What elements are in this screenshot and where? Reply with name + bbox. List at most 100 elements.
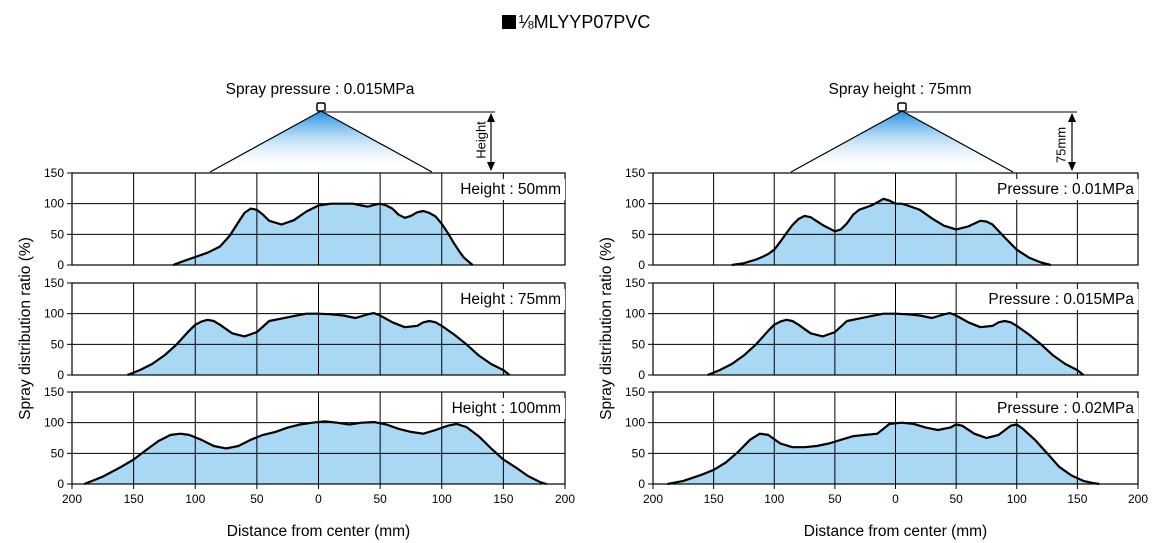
diagram-height-label: Height (473, 121, 488, 159)
spray-cone-edge-right (320, 110, 433, 173)
nozzle-icon (316, 102, 326, 112)
diagram-header: Spray height : 75mm (828, 81, 971, 98)
arrow-up-icon (1068, 113, 1076, 122)
panel-1: 0 50 100 150 Pressure : 0.01MPa (625, 166, 1139, 272)
y-tick-label: 100 (625, 416, 645, 430)
panel-frame (652, 282, 1139, 376)
x-tick-label: 200 (555, 492, 575, 506)
panel-label: Pressure : 0.02MPa (997, 400, 1134, 417)
arrow-down-icon (1068, 162, 1076, 171)
x-tick-label: 100 (185, 492, 205, 506)
x-tick-label: 100 (764, 492, 784, 506)
distribution-curve (707, 312, 1085, 377)
y-tick-label: 150 (625, 385, 645, 399)
panel-2: 0 50 100 150 Pressure : 0.015MPa (625, 276, 1139, 382)
panel-label-background (456, 289, 565, 310)
chart-group-1: Spray pressure : 0.015MPa Height 0 50 100 150… (17, 81, 575, 540)
y-tick-label: 100 (625, 307, 645, 321)
y-tick-label: 150 (44, 385, 64, 399)
x-tick-label: 200 (62, 492, 82, 506)
y-tick-label: 100 (44, 416, 64, 430)
panel-2: 0 50 100 150 Height : 75mm (44, 276, 566, 382)
spray-cone-edge-right (901, 110, 1014, 173)
panel-label-background (993, 179, 1139, 200)
x-tick-label: 150 (704, 492, 724, 506)
y-tick-label: 150 (44, 166, 64, 180)
x-tick-label: 0 (315, 492, 322, 506)
y-tick-label: 50 (632, 337, 646, 351)
y-tick-label: 50 (51, 227, 65, 241)
panel-label-background (984, 289, 1139, 310)
panel-label-background (456, 179, 565, 200)
panel-frame (652, 172, 1139, 266)
panel-frame (71, 282, 566, 376)
y-tick-label: 0 (57, 258, 64, 272)
x-tick-label: 50 (250, 492, 264, 506)
distribution-curve (172, 202, 474, 267)
y-tick-label: 150 (44, 276, 64, 290)
y-axis-label: Spray distribution ratio (%) (598, 237, 615, 420)
y-axis-label: Spray distribution ratio (%) (17, 237, 34, 420)
distribution-curve (127, 312, 511, 377)
diagram-height-label: 75mm (1053, 127, 1068, 163)
y-tick-label: 50 (632, 446, 646, 460)
x-tick-label: 50 (828, 492, 842, 506)
x-tick-label: 150 (1067, 492, 1087, 506)
panel-label: Pressure : 0.01MPa (997, 181, 1134, 198)
spray-cone-diagram: 75mm (790, 102, 1077, 173)
y-tick-label: 150 (625, 276, 645, 290)
panel-3: 0 50 100 150 Height : 100mm (44, 385, 566, 491)
x-tick-label: 100 (1007, 492, 1027, 506)
x-tick-label: 150 (124, 492, 144, 506)
y-tick-label: 0 (638, 368, 645, 382)
panel-label: Height : 100mm (452, 400, 561, 417)
title-text: ⅛MLYYP07PVC (518, 12, 651, 32)
nozzle-icon (897, 102, 907, 112)
spray-cone-edge-left (209, 110, 322, 173)
spray-cone-diagram: Height (209, 102, 495, 173)
panel-3: 0 50 100 150 Pressure : 0.02MPa (625, 385, 1139, 491)
spray-cone-edge-left (790, 110, 903, 173)
y-tick-label: 100 (44, 197, 64, 211)
title-square-icon (501, 15, 516, 29)
distribution-area (84, 421, 547, 484)
x-tick-label: 150 (493, 492, 513, 506)
y-tick-label: 50 (632, 227, 646, 241)
y-tick-label: 100 (44, 307, 64, 321)
arrow-down-icon (487, 162, 495, 171)
x-axis-label: Distance from center (mm) (804, 523, 987, 540)
spray-cone-fill (210, 111, 432, 172)
y-tick-label: 50 (51, 337, 65, 351)
x-tick-label: 200 (643, 492, 663, 506)
y-tick-label: 0 (57, 477, 64, 491)
chart-title: ⅛MLYYP07PVC (0, 12, 1152, 33)
x-axis-label: Distance from center (mm) (227, 523, 410, 540)
y-tick-label: 150 (625, 166, 645, 180)
diagram-header: Spray pressure : 0.015MPa (226, 81, 415, 98)
panel-label: Height : 75mm (460, 291, 561, 308)
distribution-curve (731, 197, 1051, 267)
y-tick-label: 0 (57, 368, 64, 382)
chart-group-2: Spray height : 75mm 75mm 0 50 100 150 Pressure… (598, 81, 1148, 540)
distribution-area (731, 198, 1051, 265)
x-tick-label: 50 (949, 492, 963, 506)
x-tick-label: 100 (432, 492, 452, 506)
panel-label-background (993, 398, 1139, 419)
panel-frame (71, 172, 566, 266)
distribution-curve (667, 421, 1100, 486)
y-tick-label: 50 (51, 446, 65, 460)
y-tick-label: 0 (638, 258, 645, 272)
panel-label: Height : 50mm (460, 181, 561, 198)
panel-1: 0 50 100 150 Height : 50mm (44, 166, 566, 272)
y-tick-label: 100 (625, 197, 645, 211)
arrow-up-icon (487, 113, 495, 122)
distribution-curve (83, 420, 547, 486)
x-tick-label: 0 (892, 492, 899, 506)
y-tick-label: 0 (638, 477, 645, 491)
panel-label: Pressure : 0.015MPa (988, 291, 1134, 308)
x-tick-label: 50 (373, 492, 387, 506)
panel-label-background (447, 398, 565, 419)
x-tick-label: 200 (1128, 492, 1148, 506)
spray-cone-fill (791, 111, 1013, 172)
